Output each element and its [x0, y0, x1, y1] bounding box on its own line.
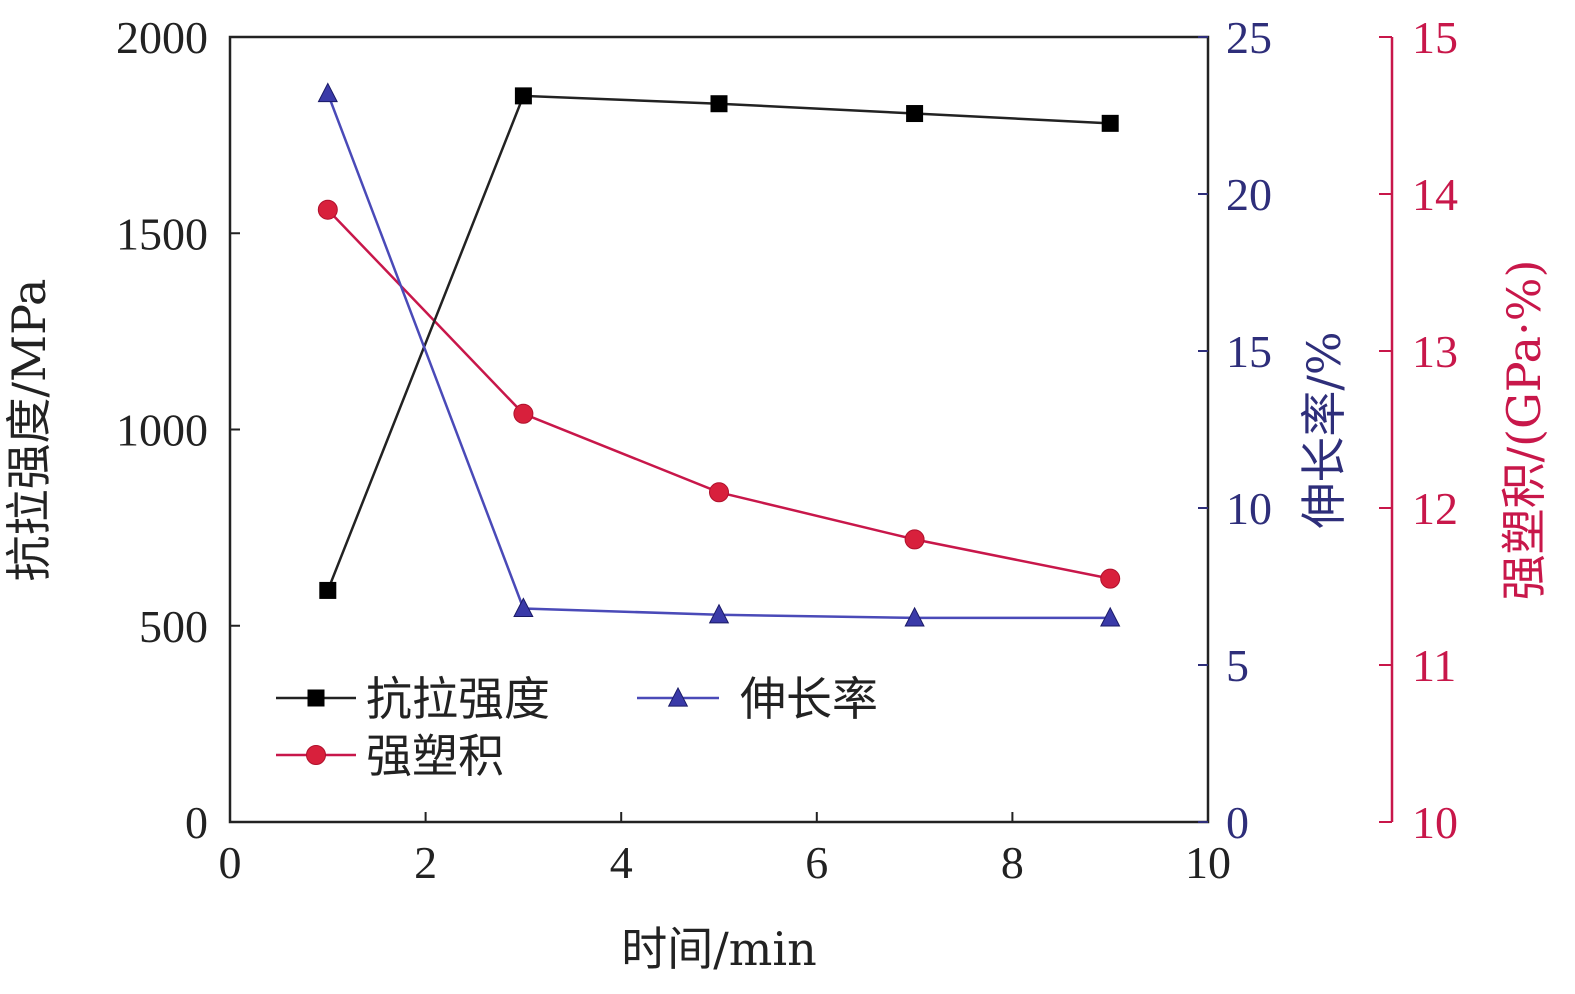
legend-label-tensile-strength: 抗拉强度	[366, 672, 550, 726]
legend: 抗拉强度 伸长率 强塑积	[276, 672, 878, 783]
legend-item-tensile-strength: 抗拉强度	[276, 672, 550, 726]
legend-swatch-strength-ductility-product	[276, 745, 356, 765]
data-point-elongation-2	[708, 603, 730, 624]
left-tick-label-2: 1000	[116, 405, 208, 456]
data-point-tensile-strength-4	[1101, 114, 1119, 132]
right-axis-elongation-title: 伸长率/%	[1297, 331, 1351, 528]
series-line-elongation	[326, 93, 1111, 620]
legend-swatch-tensile-strength	[276, 689, 356, 707]
data-point-strength-ductility-product-0	[317, 199, 338, 220]
data-point-elongation-3	[904, 606, 925, 627]
series-tensile-strength	[319, 87, 1119, 599]
left-tick-label-4: 2000	[116, 12, 208, 63]
series-elongation	[317, 82, 1121, 627]
data-point-strength-ductility-product-2	[709, 482, 729, 503]
right2-tick-label-5: 15	[1412, 12, 1458, 63]
right2-tick-label-4: 14	[1412, 169, 1458, 220]
legend-item-elongation: 伸长率	[637, 672, 878, 726]
legend-label-elongation: 伸长率	[740, 672, 878, 726]
legend-swatch-elongation	[637, 686, 719, 707]
x-tick-label-4: 8	[1001, 837, 1024, 888]
right1-tick-label-3: 15	[1226, 326, 1272, 377]
right-axis-product-title: 强塑积/(GPa·%)	[1497, 260, 1551, 601]
right1-tick-label-0: 0	[1226, 797, 1249, 848]
data-point-elongation-4	[1100, 606, 1121, 627]
data-point-tensile-strength-3	[906, 105, 924, 123]
series-layer	[317, 82, 1121, 627]
right2-tick-label-2: 12	[1412, 483, 1458, 534]
data-point-tensile-strength-0	[319, 581, 337, 599]
legend-label-strength-ductility-product: 强塑积	[366, 729, 504, 783]
series-line-strength-ductility-product	[326, 208, 1111, 580]
legend-marker-tensile-strength	[307, 689, 325, 707]
right1-tick-label-2: 10	[1226, 483, 1272, 534]
data-point-strength-ductility-product-4	[1100, 568, 1121, 589]
left-tick-label-1: 500	[139, 601, 208, 652]
x-axis-title: 时间/min	[621, 922, 816, 976]
data-point-elongation-1	[513, 597, 534, 618]
x-tick-label-2: 4	[610, 837, 633, 888]
right2-tick-label-0: 10	[1412, 797, 1458, 848]
data-point-strength-ductility-product-3	[904, 529, 925, 550]
legend-marker-strength-ductility-product	[306, 745, 326, 765]
left-tick-label-0: 0	[185, 797, 208, 848]
legend-marker-elongation	[667, 686, 689, 707]
x-tick-label-3: 6	[805, 837, 828, 888]
data-point-elongation-0	[317, 82, 338, 103]
left-axis-title: 抗拉强度/MPa	[2, 279, 56, 582]
right1-tick-label-5: 25	[1226, 12, 1272, 63]
axes-layer: 0 2 4 6 8 10050010001500200005101520251011121…	[116, 12, 1458, 888]
data-point-tensile-strength-2	[710, 95, 728, 113]
data-point-tensile-strength-1	[514, 87, 532, 105]
series-line-tensile-strength	[326, 94, 1111, 591]
legend-item-strength-ductility-product: 强塑积	[276, 729, 504, 783]
left-tick-label-3: 1500	[116, 208, 208, 259]
data-point-strength-ductility-product-1	[513, 403, 534, 424]
right1-tick-label-1: 5	[1226, 640, 1249, 691]
right1-tick-label-4: 20	[1226, 169, 1272, 220]
series-strength-ductility-product	[317, 199, 1121, 589]
right2-tick-label-3: 13	[1412, 326, 1458, 377]
right2-tick-label-1: 11	[1412, 640, 1456, 691]
x-tick-label-5: 10	[1185, 837, 1231, 888]
x-tick-label-1: 2	[414, 837, 437, 888]
x-tick-label-0: 0	[219, 837, 242, 888]
